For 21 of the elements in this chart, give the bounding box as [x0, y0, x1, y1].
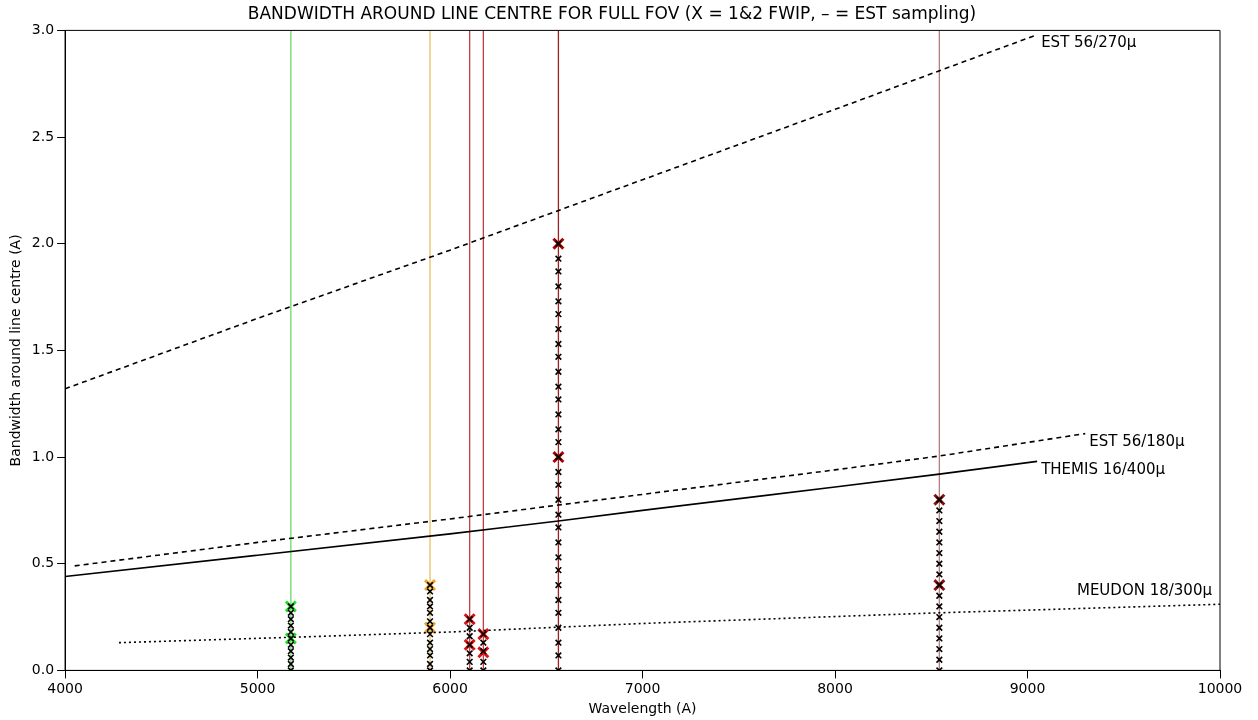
- y-tick-label: 2.0: [31, 234, 55, 251]
- y-tick-label: 0.0: [31, 661, 55, 678]
- series-label: THEMIS 16/400µ: [1040, 459, 1166, 478]
- y-tick-label: 1.5: [31, 341, 55, 358]
- series-label: EST 56/270µ: [1041, 33, 1137, 52]
- y-tick-label: 0.5: [31, 554, 55, 571]
- x-tick-label: 10000: [1197, 680, 1243, 697]
- series-label: MEUDON 18/300µ: [1076, 580, 1213, 599]
- x-tick-label: 5000: [239, 680, 276, 697]
- x-axis-title: Wavelength (A): [588, 700, 697, 717]
- x-tick-label: 9000: [1009, 680, 1046, 697]
- series-label: EST 56/180µ: [1089, 431, 1185, 450]
- y-tick-label: 2.5: [31, 127, 55, 144]
- x-tick-label: 4000: [47, 680, 83, 697]
- y-tick-label: 3.0: [31, 21, 55, 38]
- x-tick-label: 8000: [817, 680, 853, 697]
- x-tick-label: 7000: [624, 680, 661, 697]
- y-tick-label: 1.0: [31, 447, 55, 464]
- x-tick-label: 6000: [432, 680, 468, 697]
- y-axis-title: Bandwidth around line centre (A): [7, 234, 24, 467]
- chart-title: BANDWIDTH AROUND LINE CENTRE FOR FULL FOV (X = 1&2 FWIP, – = EST sampling): [247, 2, 977, 23]
